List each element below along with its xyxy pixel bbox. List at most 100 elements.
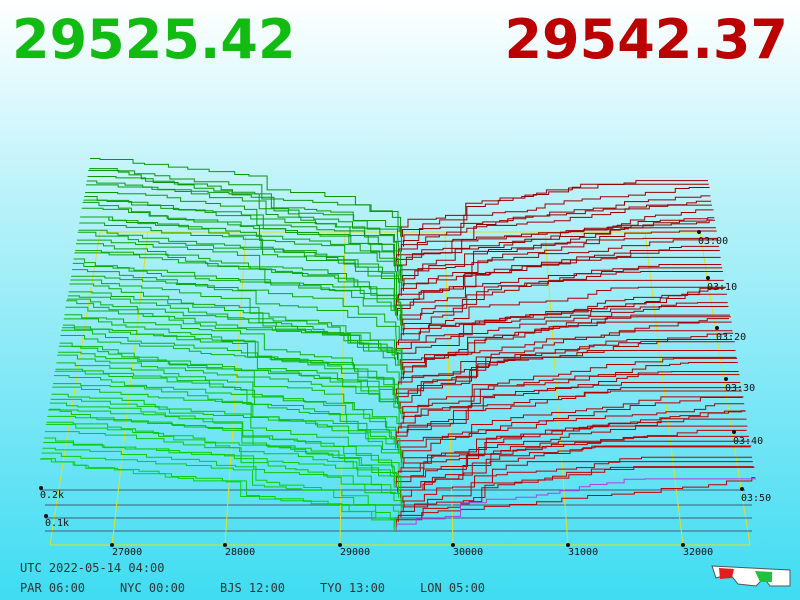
time-tick-dot <box>724 377 728 381</box>
ask-depth-line <box>400 374 740 429</box>
depth-tick-dot <box>44 514 48 518</box>
ask-depth-line <box>402 445 752 503</box>
bid-depth-line <box>80 216 402 292</box>
depth-tick-dot <box>39 486 43 490</box>
bid-depth-line <box>81 207 402 282</box>
bid-depth-line <box>76 243 397 316</box>
ask-depth-line <box>399 446 751 498</box>
ask-depth-line <box>402 270 723 326</box>
bid-depth-line <box>72 262 402 336</box>
ask-depth-line <box>397 440 750 493</box>
bid-depth-line <box>71 275 397 346</box>
bid-depth-line <box>50 398 402 469</box>
price-tick-label: 28000 <box>225 547 255 558</box>
ask-depth-line <box>396 219 713 262</box>
bid-depth-line <box>89 168 402 237</box>
bid-depth-line <box>43 441 402 513</box>
time-tick-label: 03:20 <box>716 332 746 343</box>
bid-depth-line <box>57 354 400 429</box>
bid-depth-line <box>54 370 395 444</box>
price-tick-dot <box>223 543 227 547</box>
ask-depth-line <box>402 314 731 370</box>
bid-depth-line <box>45 423 399 498</box>
bid-depth-line <box>40 458 395 528</box>
ask-depth-line <box>399 267 723 321</box>
ask-depth-line <box>395 390 742 444</box>
price-grid-line <box>224 231 247 546</box>
ask-depth-line <box>395 293 727 351</box>
price-tick-label: 29000 <box>340 547 370 558</box>
bid-depth-line <box>60 335 399 410</box>
ask-depth-line <box>402 237 718 292</box>
city-time: LON 05:00 <box>420 581 485 595</box>
ask-depth-line <box>399 396 744 454</box>
time-tick-dot <box>732 430 736 434</box>
ask-depth-line <box>403 187 710 242</box>
ask-depth-line <box>395 209 714 267</box>
bid-depth-line <box>46 421 396 494</box>
ask-depth-line <box>400 418 747 473</box>
bid-depth-line <box>66 300 403 375</box>
bid-depth-line <box>77 231 395 306</box>
ask-price: 29542.37 <box>504 8 788 71</box>
ask-depth-line <box>395 477 756 528</box>
ask-depth-line <box>402 321 732 380</box>
city-time: BJS 12:00 <box>220 581 285 595</box>
bid-depth-line <box>62 327 395 400</box>
ask-depth-line <box>395 478 756 532</box>
bid-depth-line <box>42 447 400 518</box>
bid-depth-line <box>79 222 400 296</box>
price-grid-line <box>444 231 454 546</box>
bid-depth-line <box>62 324 395 395</box>
ask-depth-line <box>395 435 749 488</box>
price-tick-dot <box>110 543 114 547</box>
ask-depth-line <box>400 330 733 385</box>
ask-depth-line <box>397 286 727 346</box>
bid-depth-line <box>52 386 402 459</box>
ask-depth-line <box>396 217 715 272</box>
depth-lines <box>40 157 756 532</box>
bid-depth-line <box>67 298 402 370</box>
bid-depth-line <box>49 402 400 473</box>
bid-depth-line <box>70 279 395 351</box>
bid-depth-line <box>40 458 395 532</box>
bid-depth-line <box>65 306 402 380</box>
price-grid-line <box>111 231 149 546</box>
bid-depth-line <box>63 318 397 390</box>
price-tick-dot <box>681 543 685 547</box>
ask-depth-line <box>399 318 730 365</box>
city-time: NYC 00:00 <box>120 581 185 595</box>
depth-tick-label: 0.2k <box>40 490 64 501</box>
time-tick-label: 03:10 <box>707 282 737 293</box>
time-tick-label: 03:50 <box>741 493 771 504</box>
price-tick-label: 32000 <box>683 547 713 558</box>
bid-depth-line <box>74 252 402 326</box>
bid-depth-line <box>73 258 403 331</box>
price-grid-line <box>644 231 684 546</box>
ask-depth-line <box>402 183 709 237</box>
ask-depth-line <box>403 362 738 419</box>
bid-depth-line <box>44 437 403 508</box>
ask-depth-line <box>399 180 708 232</box>
bid-depth-line <box>48 409 395 483</box>
ask-depth-line <box>400 239 719 296</box>
ask-depth-line <box>402 227 716 282</box>
ask-depth-line <box>397 425 748 478</box>
ask-depth-line <box>402 403 745 459</box>
ask-depth-line <box>402 461 753 513</box>
price-grid-line <box>339 231 346 546</box>
ask-depth-line <box>403 410 745 464</box>
bid-depth-line <box>83 199 396 272</box>
ask-depth-line <box>403 230 717 287</box>
time-tick-label: 03:30 <box>725 383 755 394</box>
bid-depth-line <box>82 201 399 277</box>
price-tick-dot <box>451 543 455 547</box>
ask-depth-line <box>397 332 734 390</box>
bid-depth-line <box>85 184 398 257</box>
price-tick-label: 27000 <box>112 547 142 558</box>
time-tick-dot <box>715 326 719 330</box>
ask-depth-line <box>403 456 753 508</box>
